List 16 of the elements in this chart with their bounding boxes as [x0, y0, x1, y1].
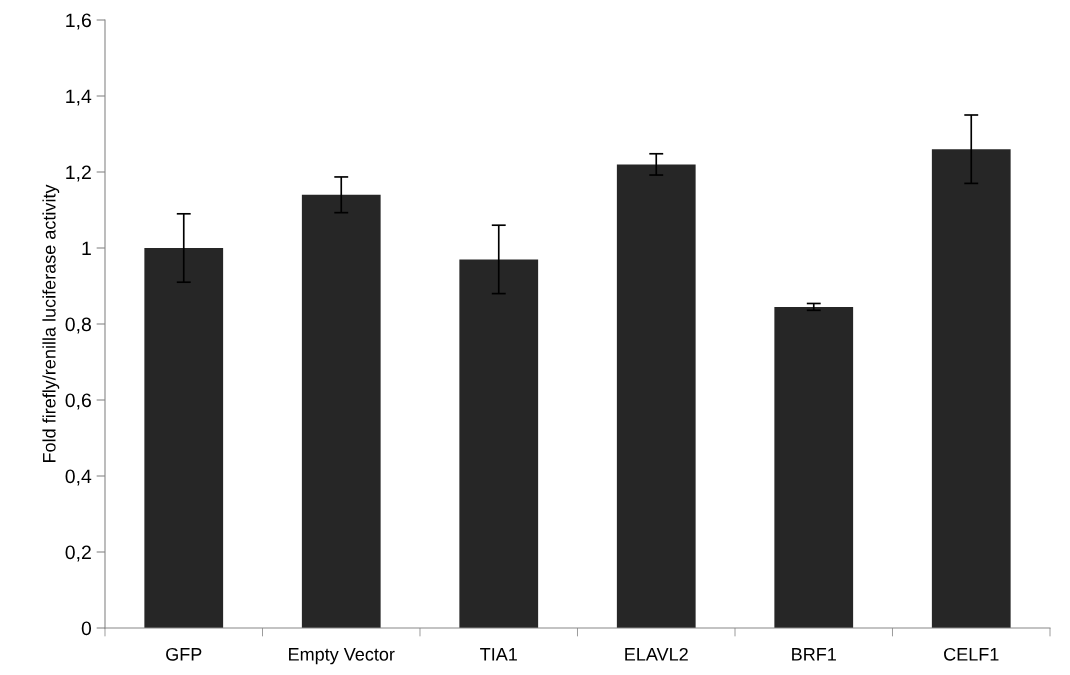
x-tick-label: GFP: [166, 647, 202, 661]
y-tick-label: 0,2: [65, 545, 91, 562]
y-tick-label: 1: [82, 241, 91, 256]
y-tick-label: 1,2: [66, 165, 91, 182]
x-tick-label: BRF1: [792, 648, 836, 661]
y-tick-label: 0,6: [65, 393, 91, 410]
y-tick-label: 0: [81, 621, 92, 636]
x-tick-label: ELAVL2: [625, 647, 688, 661]
x-tick-label: Empty Vector: [289, 648, 395, 665]
y-tick-label: 1,6: [66, 13, 91, 30]
x-tick-label: CELF1: [944, 647, 999, 661]
y-axis-title: Fold firefly/renilla luciferase activity: [42, 184, 60, 462]
x-tick-label: TIA1: [480, 648, 517, 661]
y-tick-label: 0,4: [65, 469, 92, 486]
y-tick-label: 0,8: [65, 317, 91, 334]
y-tick-label: 1,4: [66, 89, 92, 106]
